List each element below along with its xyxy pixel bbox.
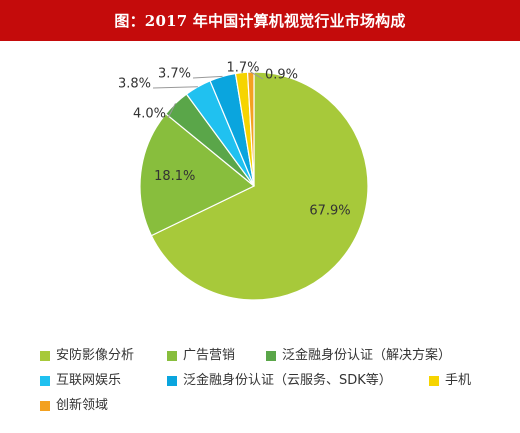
leader-line [167, 103, 176, 119]
legend-swatch [40, 401, 50, 411]
pie-slice [139, 112, 256, 237]
legend-item-internet-entertainment: 互联网娱乐 [40, 373, 121, 389]
legend-item-mobile: 手机 [429, 373, 471, 389]
pie-slice [150, 71, 369, 301]
legend-label: 手机 [445, 373, 472, 388]
legend-item-innovation-field: 创新领域 [40, 398, 108, 414]
pie-chart: 67.9% 18.1% 4.0% 3.8% 3.7% 1.7% 0.9% [118, 61, 369, 301]
data-label: 0.9% [265, 68, 298, 83]
leader-line [241, 71, 244, 74]
legend-swatch [40, 376, 50, 386]
legend-swatch [266, 351, 276, 361]
legend-label: 泛金融身份认证（云服务、SDK等） [183, 373, 392, 388]
data-label: 4.0% [133, 107, 166, 122]
chart-legend: 安防影像分析 广告营销 泛金融身份认证（解决方案） 互联网娱乐 泛金融身份认证（… [40, 342, 510, 427]
legend-item-advertising-marketing: 广告营销 [167, 348, 235, 364]
legend-swatch [40, 351, 50, 361]
data-label: 18.1% [154, 169, 195, 184]
data-label: 3.7% [158, 67, 191, 82]
legend-item-finance-auth-solution: 泛金融身份认证（解决方案） [266, 348, 451, 364]
data-label: 67.9% [309, 204, 350, 219]
legend-item-finance-auth-cloud-sdk: 泛金融身份认证（云服务、SDK等） [167, 373, 392, 389]
data-label: 3.8% [118, 77, 151, 92]
title-bar: 图：2017 年中国计算机视觉行业市场构成 [0, 0, 520, 41]
legend-swatch [167, 376, 177, 386]
data-label: 1.7% [226, 61, 259, 76]
legend-label: 安防影像分析 [56, 348, 135, 363]
legend-label: 泛金融身份认证（解决方案） [282, 348, 452, 363]
chart-title: 图：2017 年中国计算机视觉行业市场构成 [114, 12, 406, 30]
legend-swatch [429, 376, 439, 386]
leader-line [250, 71, 264, 80]
pie-slice [246, 71, 255, 187]
legend-swatch [167, 351, 177, 361]
legend-item-security-video-analysis: 安防影像分析 [40, 348, 134, 364]
leader-line [152, 86, 198, 89]
legend-label: 互联网娱乐 [56, 373, 122, 388]
leader-line [192, 75, 223, 79]
legend-label: 广告营销 [183, 348, 236, 363]
legend-label: 创新领域 [56, 398, 109, 413]
